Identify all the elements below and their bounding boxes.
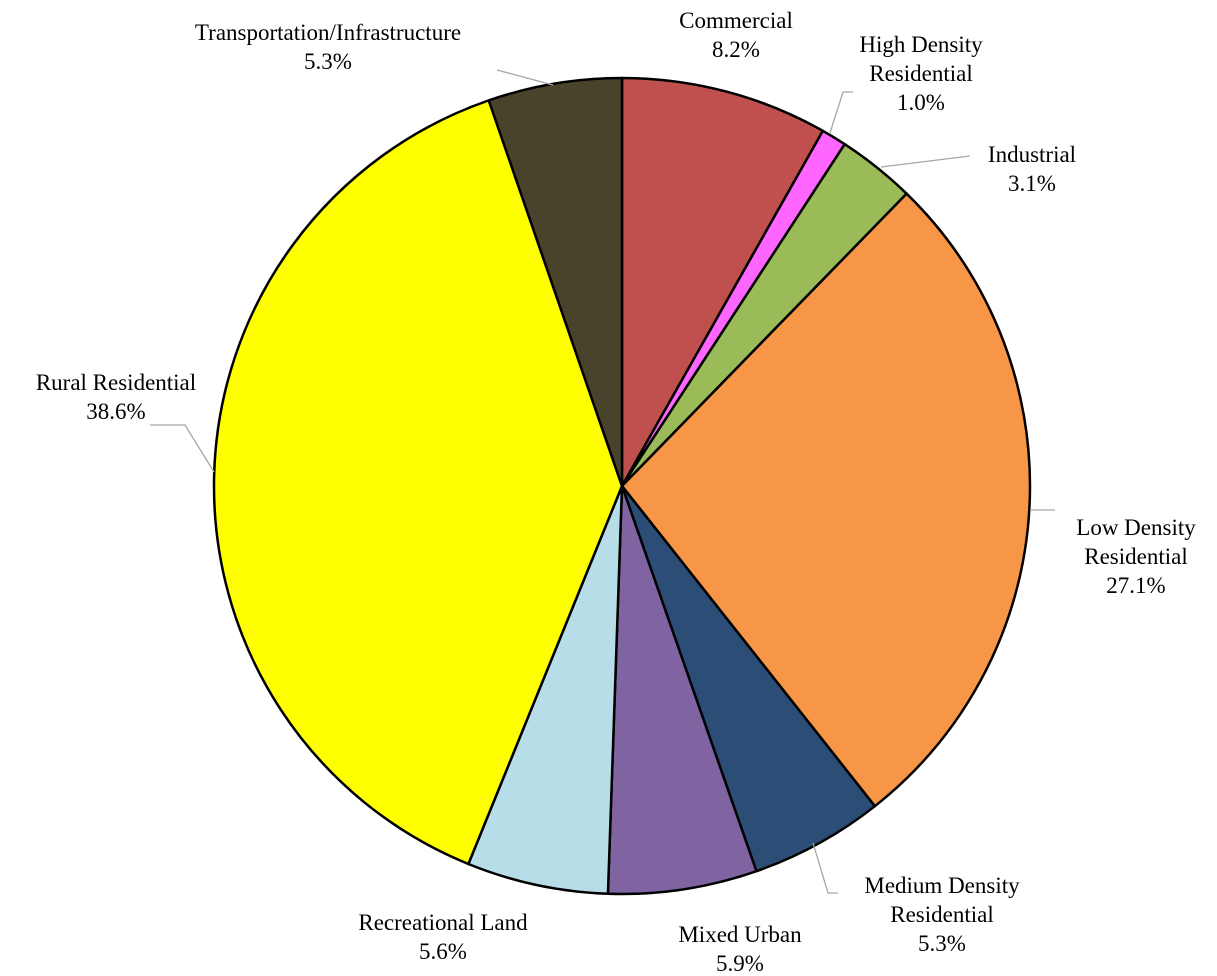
pie-slice-commercial xyxy=(620,76,825,488)
pie-slice-medium-density-residential xyxy=(620,484,877,873)
slice-label-low-density-residential: Low Density Residential 27.1% xyxy=(1076,515,1196,598)
slice-value-industrial: 3.1% xyxy=(1008,171,1056,196)
slice-category-mixed-urban: Mixed Urban xyxy=(678,922,802,947)
slice-label-mixed-urban: Mixed Urban 5.9% xyxy=(678,922,802,976)
slice-category-low-density-residential: Residential xyxy=(1084,544,1187,569)
slice-category-recreational-land: Recreational Land xyxy=(358,910,528,935)
slice-value-medium-density-residential: 5.3% xyxy=(918,931,966,956)
slice-category-medium-density-residential: Medium Density xyxy=(864,873,1020,898)
slice-category-high-density-residential: Residential xyxy=(869,61,972,86)
slice-value-recreational-land: 5.6% xyxy=(419,939,467,964)
leader-lines xyxy=(150,69,1055,894)
slice-label-transportation-infrastructure: Transportation/Infrastructure 5.3% xyxy=(195,20,461,74)
slice-value-commercial: 8.2% xyxy=(712,37,760,62)
slice-label-high-density-residential: High Density Residential 1.0% xyxy=(859,32,983,115)
pie-slice-recreational-land xyxy=(467,484,624,896)
pie-slice-transportation-infrastructure xyxy=(487,76,624,488)
slice-label-industrial: Industrial 3.1% xyxy=(988,142,1076,196)
slice-labels: Commercial 8.2% High Density Residential 1.0… xyxy=(36,8,1196,976)
pie-slice-rural-residential xyxy=(212,99,624,866)
pie-slices xyxy=(212,76,1032,896)
pie-slice-mixed-urban xyxy=(606,484,758,896)
slice-label-medium-density-residential: Medium Density Residential 5.3% xyxy=(864,873,1020,956)
slice-label-rural-residential: Rural Residential 38.6% xyxy=(36,370,196,424)
slice-category-transportation-infrastructure: Transportation/Infrastructure xyxy=(195,20,461,45)
slice-value-mixed-urban: 5.9% xyxy=(716,951,764,976)
leader-line-medium-density-residential xyxy=(812,842,838,894)
pie-slice-low-density-residential xyxy=(620,192,1032,808)
slice-value-rural-residential: 38.6% xyxy=(86,399,145,424)
slice-category-industrial: Industrial xyxy=(988,142,1076,167)
slice-category-low-density-residential: Low Density xyxy=(1076,515,1196,540)
slice-label-commercial: Commercial 8.2% xyxy=(679,8,793,62)
slice-label-recreational-land: Recreational Land 5.6% xyxy=(358,910,528,964)
leader-line-rural-residential xyxy=(150,424,215,473)
leader-line-high-density-residential xyxy=(829,91,853,134)
slice-value-transportation-infrastructure: 5.3% xyxy=(304,49,352,74)
slice-category-commercial: Commercial xyxy=(679,8,793,33)
slice-category-high-density-residential: High Density xyxy=(859,32,983,57)
slice-value-low-density-residential: 27.1% xyxy=(1106,573,1165,598)
slice-value-high-density-residential: 1.0% xyxy=(897,90,945,115)
leader-line-industrial xyxy=(880,155,971,168)
slice-category-rural-residential: Rural Residential xyxy=(36,370,196,395)
leader-line-transportation-infrastructure xyxy=(496,69,554,86)
slice-category-medium-density-residential: Residential xyxy=(890,902,993,927)
